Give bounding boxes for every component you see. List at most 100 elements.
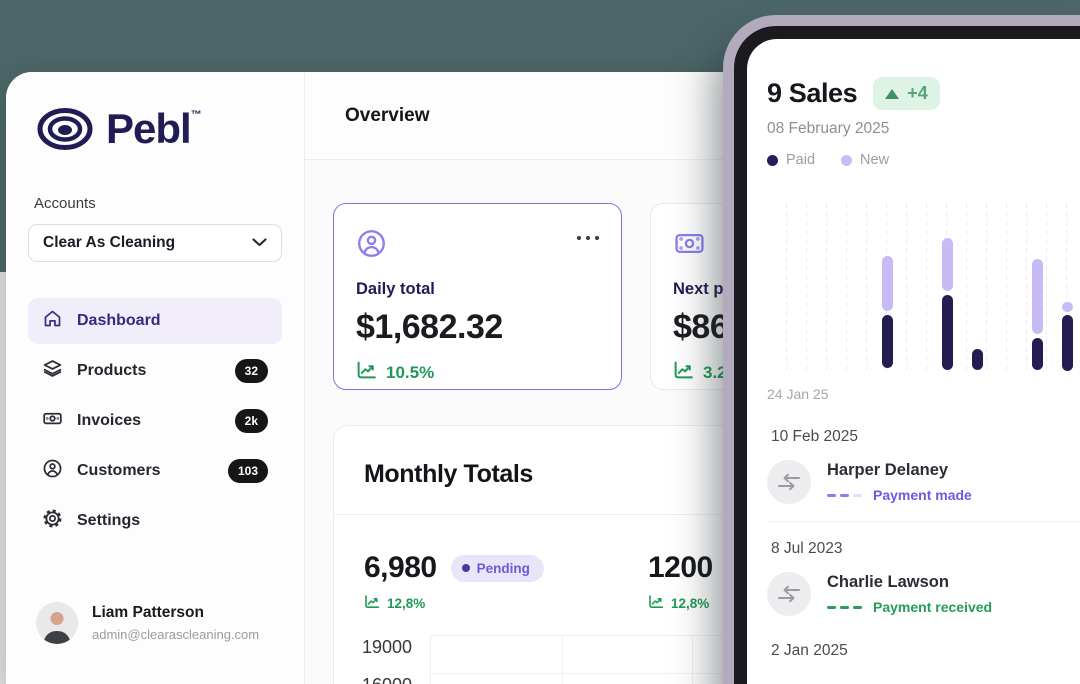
pending-label: Pending [476, 560, 530, 576]
legend-label: New [860, 152, 890, 168]
trend-value: 3.2 [703, 363, 727, 382]
y-axis-tick: 19000 [362, 637, 413, 657]
stat-trend: 12,8% [364, 594, 604, 613]
trend-up-icon [356, 360, 377, 386]
sidebar-nav: Dashboard Products 32 Invoices 2k [28, 298, 282, 544]
status-label: Payment made [873, 487, 972, 503]
user-profile[interactable]: Liam Patterson admin@clearascleaning.com [28, 602, 282, 644]
sales-date: 08 February 2025 [767, 120, 890, 137]
sidebar-item-settings[interactable]: Settings [28, 498, 282, 544]
nav-badge: 32 [234, 359, 268, 383]
bar-segment-new [882, 256, 893, 311]
dashed-line-icon [827, 493, 862, 497]
chevron-down-icon [252, 234, 267, 252]
monthly-stats: 6,980 Pending 12,8% [334, 515, 894, 613]
profile-name: Liam Patterson [92, 604, 204, 621]
pebl-logo-icon [36, 106, 94, 157]
bar-segment-new [1062, 302, 1073, 312]
triangle-up-icon [885, 88, 900, 99]
transaction-row[interactable]: Harper Delaney Payment made [767, 460, 1080, 504]
bar-segment-paid [942, 295, 953, 370]
trend-value: 10.5% [386, 363, 435, 382]
card-title: Daily total [356, 280, 435, 298]
gridline [430, 635, 894, 636]
main-content: Overview Daily total $1,682.32 [305, 72, 1080, 684]
sidebar-item-label: Customers [77, 462, 161, 479]
home-icon [42, 308, 63, 334]
bar-segment-paid [882, 315, 893, 368]
nav-badge: 103 [227, 459, 268, 483]
page-title: Overview [345, 104, 430, 126]
sidebar: Pebl™ Accounts Clear As Cleaning Dashboa… [6, 72, 305, 684]
transaction-row[interactable]: Charlie Lawson Payment received [767, 572, 1080, 616]
transaction-status: Payment made [827, 487, 972, 503]
bar-segment-new [1032, 259, 1043, 334]
gridline [562, 635, 563, 684]
card-value: $86 [673, 308, 729, 346]
gridline [430, 635, 431, 684]
accounts-label: Accounts [34, 195, 96, 212]
chart-x-label: 24 Jan 25 [767, 386, 829, 402]
account-selector[interactable]: Clear As Cleaning [28, 224, 282, 262]
sales-header: 9 Sales +4 [767, 77, 1080, 110]
transaction-date: 2 Jan 2025 [771, 642, 848, 659]
sidebar-item-label: Settings [77, 512, 141, 529]
sidebar-item-invoices[interactable]: Invoices 2k [28, 398, 282, 444]
sidebar-item-dashboard[interactable]: Dashboard [28, 298, 282, 344]
transfer-arrows-icon [767, 460, 811, 504]
profile-email: admin@clearascleaning.com [92, 627, 260, 642]
sales-bar-chart [767, 202, 1080, 374]
transaction-name: Charlie Lawson [827, 573, 949, 591]
gridline [430, 673, 894, 674]
stat-value: 6,980 [364, 551, 437, 584]
nav-badge: 2k [234, 409, 268, 433]
transaction-date: 10 Feb 2025 [771, 428, 859, 445]
status-label: Payment received [873, 599, 993, 615]
monthly-chart: 19000 16000 [334, 635, 894, 684]
logo-text: Pebl™ [106, 105, 202, 152]
y-axis-tick: 16000 [362, 675, 412, 684]
bar-segment-paid [1062, 315, 1073, 371]
user-circle-icon [42, 458, 63, 484]
chart-legend: Paid New [767, 152, 1080, 168]
transaction-date: 8 Jul 2023 [771, 540, 843, 557]
bar-segment-paid [1032, 338, 1043, 370]
paid-dot-icon [767, 154, 778, 166]
sidebar-item-customers[interactable]: Customers 103 [28, 448, 282, 494]
trend-up-icon [648, 594, 664, 613]
app-window: Pebl™ Accounts Clear As Cleaning Dashboa… [6, 72, 1080, 684]
transaction-status: Payment received [827, 599, 992, 615]
sidebar-item-products[interactable]: Products 32 [28, 348, 282, 394]
gear-icon [42, 508, 63, 534]
dashed-line-icon [827, 605, 862, 609]
gridline [692, 635, 693, 684]
pending-badge: Pending [450, 554, 544, 582]
legend-item-paid: Paid [767, 152, 815, 168]
trend-up-icon [673, 360, 694, 386]
pending-dot-icon [461, 564, 470, 572]
daily-total-card: Daily total $1,682.32 10.5% [333, 203, 622, 390]
banknote-icon [673, 228, 706, 264]
trademark-symbol: ™ [190, 109, 202, 121]
device-screen: 9 Sales +4 08 February 2025 Paid New 24 … [747, 39, 1080, 684]
bar-segment-paid [972, 349, 983, 370]
device-mockup: 9 Sales +4 08 February 2025 Paid New 24 … [734, 26, 1080, 684]
card-trend: 3.2 [673, 360, 916, 386]
logo: Pebl™ [36, 106, 282, 157]
layers-icon [42, 358, 63, 384]
monthly-stat-second: 1200 12,8% [648, 551, 713, 613]
monthly-stat-pending: 6,980 Pending 12,8% [364, 551, 604, 613]
banknote-icon [42, 408, 63, 434]
avatar [36, 602, 78, 644]
legend-label: Paid [786, 152, 816, 168]
transaction-name: Harper Delaney [827, 461, 949, 479]
bar-segment-new [942, 238, 953, 291]
card-trend: 10.5% [356, 360, 599, 386]
trend-value: 12,8% [671, 596, 710, 611]
card-menu-button[interactable] [577, 228, 599, 240]
stat-trend: 12,8% [648, 594, 713, 613]
sidebar-item-label: Invoices [77, 412, 142, 429]
stat-value: 1200 [648, 551, 713, 584]
monthly-totals-title: Monthly Totals [364, 460, 533, 488]
sales-title: 9 Sales [767, 78, 858, 108]
